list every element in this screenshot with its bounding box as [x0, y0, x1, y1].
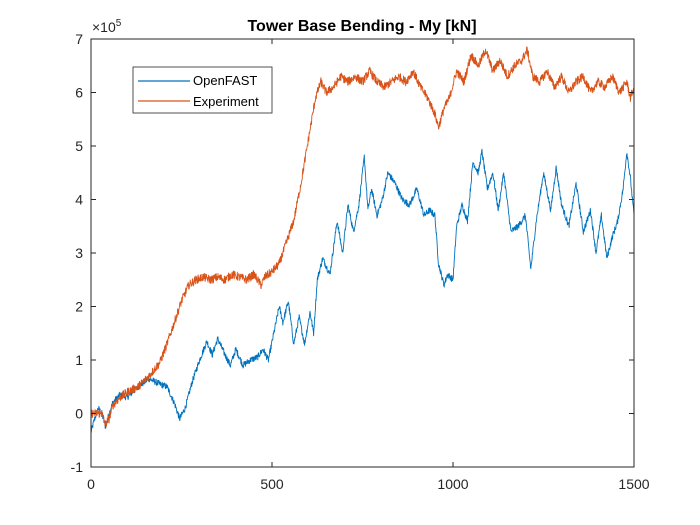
legend-box	[132, 66, 273, 114]
y-multiplier-text: ×105	[92, 18, 122, 35]
series-line-experiment	[91, 46, 634, 427]
y-tick-label: 4	[75, 192, 83, 208]
legend: OpenFAST Experiment	[132, 66, 273, 114]
legend-label-openfast: OpenFAST	[193, 73, 257, 88]
series-layer	[91, 46, 634, 433]
y-exponent-label: ×105	[92, 18, 122, 35]
y-tick-label: 6	[75, 85, 83, 101]
y-tick-label: 0	[75, 406, 83, 422]
y-tick-label: 1	[75, 352, 83, 368]
legend-label-experiment: Experiment	[193, 94, 259, 109]
x-tick-label: 500	[260, 476, 284, 492]
y-tick-label: 5	[75, 138, 83, 154]
x-tick-label: 1500	[618, 476, 649, 492]
chart-title: Tower Base Bending - My [kN]	[247, 18, 476, 35]
y-tick-label: 2	[75, 299, 83, 315]
x-tick-label: 0	[87, 476, 95, 492]
series-line-openfast	[91, 148, 634, 433]
x-tick-label: 1000	[437, 476, 468, 492]
y-tick-label: 3	[75, 245, 83, 261]
y-tick-label: -1	[71, 459, 84, 475]
y-tick-label: 7	[75, 31, 83, 47]
